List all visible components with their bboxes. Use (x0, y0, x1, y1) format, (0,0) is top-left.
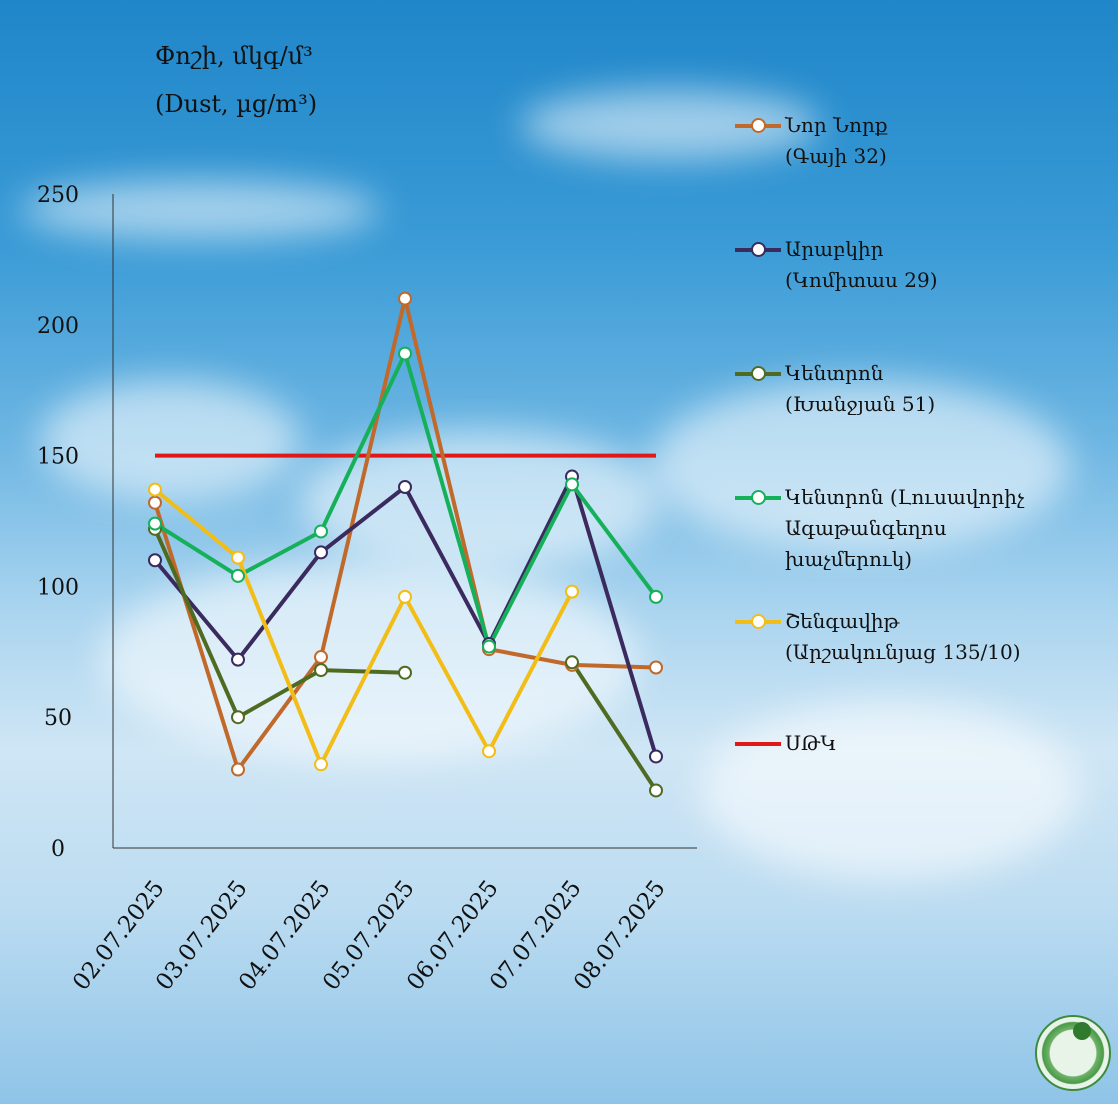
y-tick-label: 50 (44, 706, 72, 731)
legend-label: Արաբկիր (785, 237, 884, 261)
data-point (398, 346, 412, 361)
data-point (231, 762, 245, 777)
series-line (153, 488, 574, 767)
data-point (398, 291, 412, 306)
data-point (649, 783, 663, 798)
legend-marker (751, 118, 766, 133)
data-point (565, 477, 579, 492)
organization-logo (1035, 1015, 1111, 1091)
y-tick-label: 250 (37, 183, 79, 208)
data-point (314, 663, 328, 678)
data-point (482, 744, 496, 759)
data-point (231, 710, 245, 725)
data-point (148, 516, 162, 531)
legend-label: Շենգավիթ (785, 609, 900, 633)
legend-label: Նոր Նորք (785, 113, 888, 137)
data-point (314, 650, 328, 665)
chart-subtitle: (Dust, µg/m³) (155, 90, 318, 118)
data-point (649, 749, 663, 764)
series-line (570, 661, 658, 792)
data-point (148, 482, 162, 497)
data-point (148, 495, 162, 510)
legend-label: (Խանջյան 51) (785, 392, 936, 416)
data-point (565, 584, 579, 599)
data-point (565, 655, 579, 670)
legend-label: Կենտրոն (785, 361, 884, 385)
y-tick-label: 150 (37, 445, 79, 470)
legend-label: (Գայի 32) (785, 144, 887, 168)
chart-title: Փոշի, մկգ/մ³ (155, 42, 313, 70)
legend-marker (751, 614, 766, 629)
data-point (482, 639, 496, 654)
cloud-decoration (650, 380, 1070, 550)
data-point (231, 550, 245, 565)
data-point (314, 545, 328, 560)
cloud-decoration (20, 180, 380, 240)
legend-marker (751, 490, 766, 505)
data-point (649, 660, 663, 675)
y-tick-label: 200 (37, 314, 79, 339)
y-tick-label: 0 (51, 837, 65, 862)
legend-swatch-threshold (735, 742, 781, 746)
y-tick-label: 100 (37, 575, 79, 600)
legend-label: Կենտրոն (Լուսավորիչ (785, 485, 1025, 509)
tree-icon (1073, 1022, 1091, 1040)
legend-marker (751, 242, 766, 257)
data-point (148, 553, 162, 568)
data-point (398, 479, 412, 494)
legend-label: Ագաթանգեղոս (785, 516, 947, 540)
legend-marker (751, 366, 766, 381)
cloud-decoration (700, 700, 1080, 880)
data-point (314, 757, 328, 772)
legend-label: (Արշակունյաց 135/10) (785, 640, 1021, 664)
series-line (153, 528, 406, 720)
data-point (231, 568, 245, 583)
data-point (398, 665, 412, 680)
cloud-decoration (40, 380, 300, 500)
data-point (649, 589, 663, 604)
data-point (314, 524, 328, 539)
legend-label-threshold: ՍԹԿ (785, 731, 837, 755)
data-point (398, 589, 412, 604)
series-line (153, 474, 658, 758)
legend-label: խաչմերուկ) (785, 547, 913, 571)
legend-label: (Կոմիտաս 29) (785, 268, 938, 292)
data-point (231, 652, 245, 667)
